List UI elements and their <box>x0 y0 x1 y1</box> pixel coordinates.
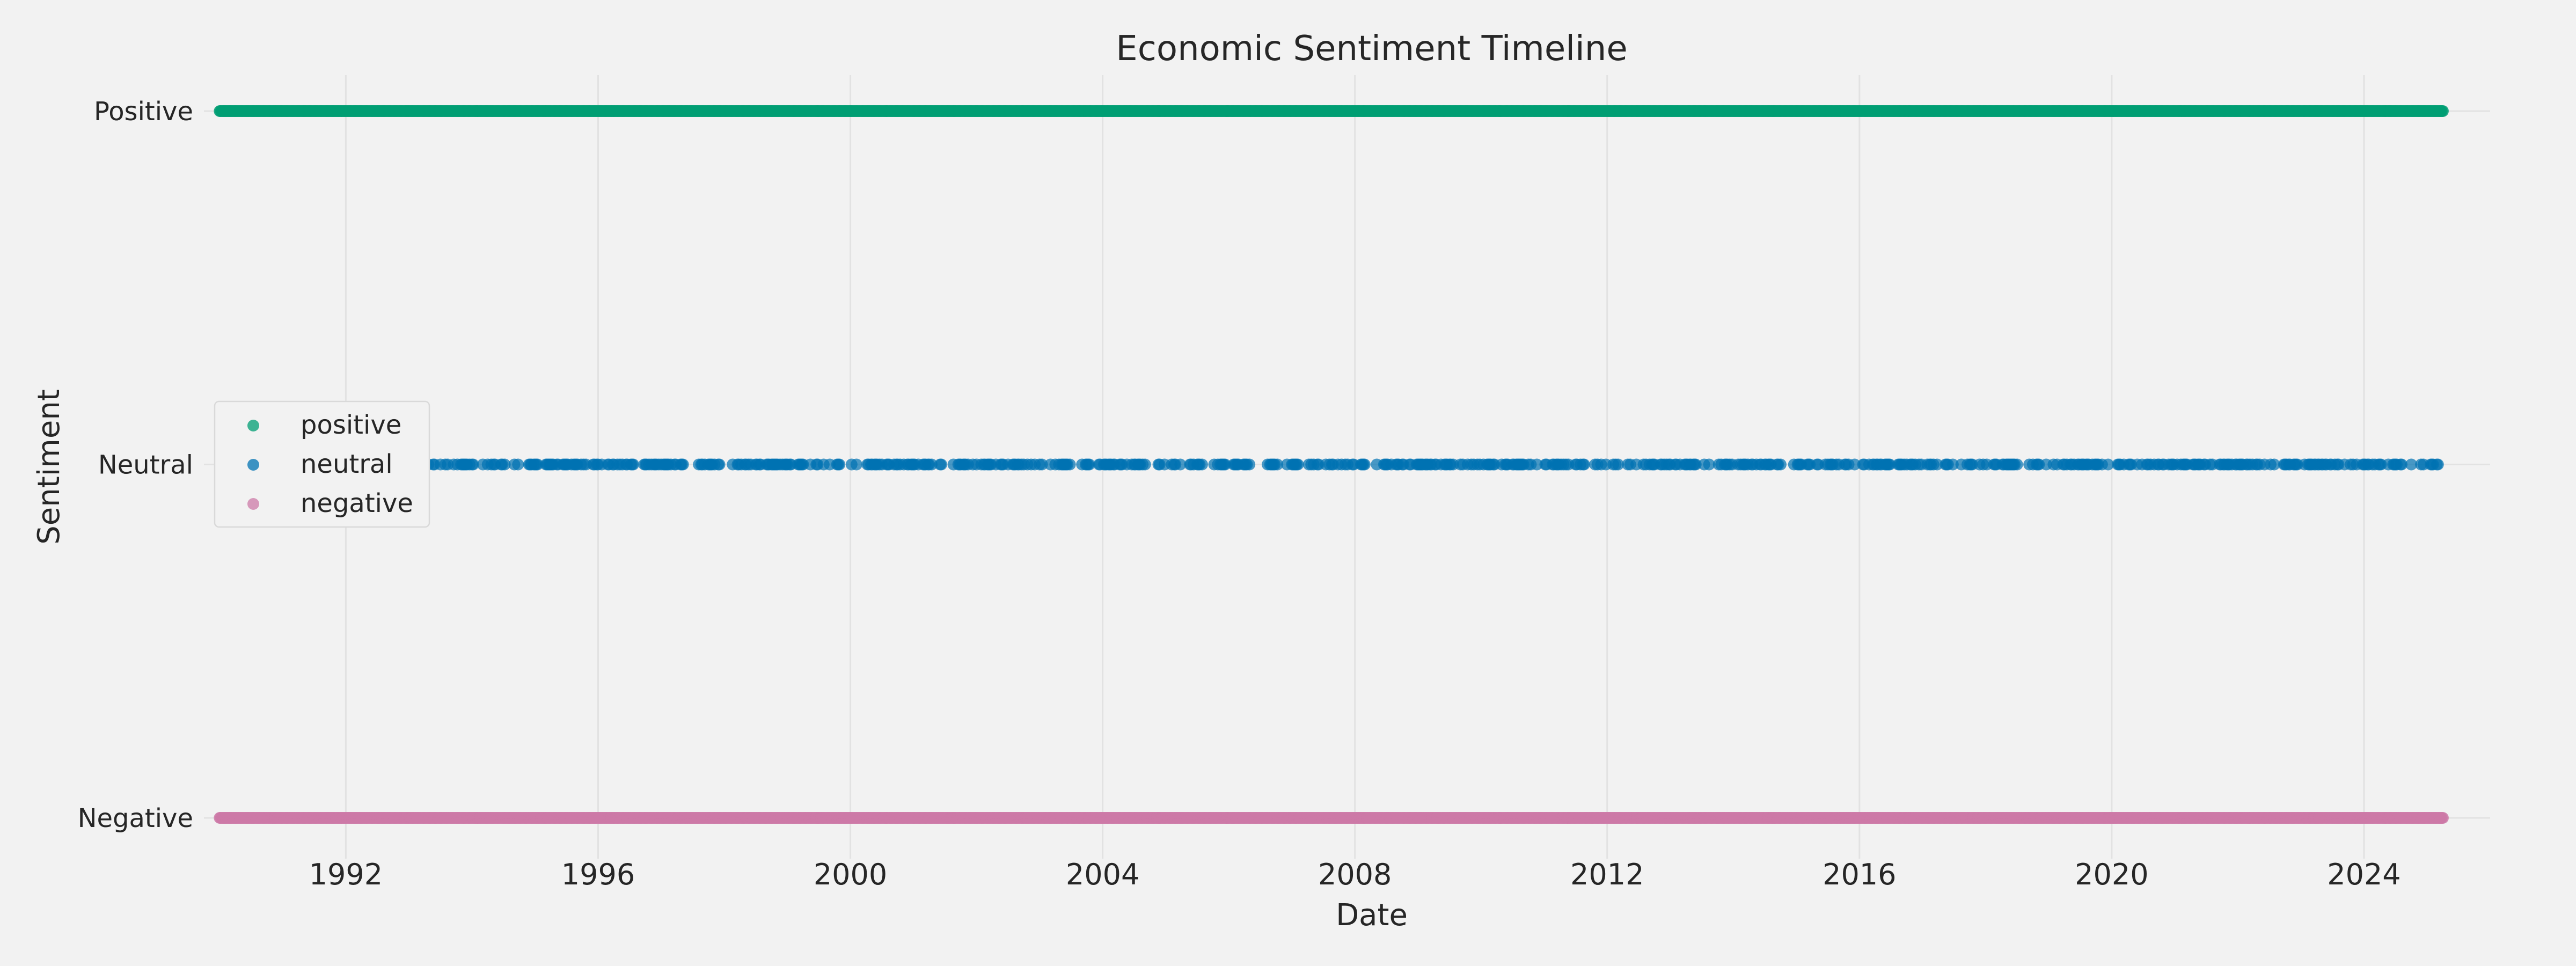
point-neutral <box>833 458 846 471</box>
x-tick-label: 1992 <box>309 858 383 891</box>
point-neutral <box>1036 458 1048 471</box>
series-positive <box>214 105 2449 117</box>
point-neutral <box>531 458 544 471</box>
point-neutral <box>1946 458 1959 471</box>
point-neutral <box>1884 458 1896 471</box>
y-tick-label: Neutral <box>98 450 193 480</box>
point-neutral <box>1243 458 1256 471</box>
point-neutral <box>2396 458 2407 471</box>
point-neutral <box>1219 458 1231 471</box>
point-neutral <box>1531 458 1543 471</box>
point-positive <box>2436 105 2449 117</box>
scatter-points <box>214 105 2449 824</box>
point-neutral <box>850 458 862 471</box>
y-tick-label: Positive <box>94 97 193 127</box>
point-neutral <box>1578 458 1590 471</box>
x-tick-label: 2000 <box>814 858 887 891</box>
point-neutral <box>1174 458 1187 471</box>
y-tick-label: Negative <box>78 803 193 833</box>
point-neutral <box>713 458 726 471</box>
x-tick-label: 1996 <box>561 858 635 891</box>
legend-label-negative: negative <box>301 488 413 518</box>
x-tick-label: 2020 <box>2075 858 2148 891</box>
point-neutral <box>512 458 524 471</box>
point-neutral <box>467 458 479 471</box>
y-axis-label: Sentiment <box>32 389 67 544</box>
x-tick-label: 2004 <box>1066 858 1139 891</box>
x-axis-label: Date <box>1336 898 1408 933</box>
point-neutral <box>1774 458 1787 471</box>
point-neutral <box>935 458 947 471</box>
x-tick-label: 2012 <box>1570 858 1644 891</box>
series-negative <box>214 812 2449 824</box>
point-neutral <box>1271 458 1284 471</box>
point-neutral <box>627 458 639 471</box>
x-tick-label: 2016 <box>1823 858 1896 891</box>
legend-label-neutral: neutral <box>301 449 393 479</box>
x-tick-label: 2024 <box>2327 858 2401 891</box>
point-neutral <box>1083 458 1095 471</box>
point-neutral <box>2268 458 2280 471</box>
point-neutral <box>926 458 938 471</box>
point-neutral <box>677 458 689 471</box>
point-neutral <box>1931 458 1943 471</box>
legend-marker-negative <box>247 498 259 510</box>
point-neutral <box>1196 458 1208 471</box>
point-neutral <box>2102 458 2114 471</box>
point-negative <box>2436 812 2449 824</box>
point-neutral <box>499 458 511 471</box>
point-neutral <box>1292 458 1304 471</box>
legend-label-positive: positive <box>301 410 401 440</box>
point-neutral <box>1139 458 1151 471</box>
point-neutral <box>1612 458 1624 471</box>
point-neutral <box>2011 458 2023 471</box>
point-neutral <box>1689 458 1702 471</box>
x-tick-label: 2008 <box>1318 858 1392 891</box>
chart-title: Economic Sentiment Timeline <box>1116 29 1627 69</box>
legend: positive neutral negative <box>214 400 430 528</box>
point-neutral <box>2405 458 2418 471</box>
point-neutral <box>1064 458 1076 471</box>
point-neutral <box>2432 458 2444 471</box>
point-neutral <box>1358 458 1371 471</box>
legend-marker-positive <box>247 420 259 431</box>
series-neutral <box>215 458 2444 471</box>
point-neutral <box>1848 458 1861 471</box>
legend-marker-neutral <box>247 459 259 471</box>
point-neutral <box>1703 458 1715 471</box>
